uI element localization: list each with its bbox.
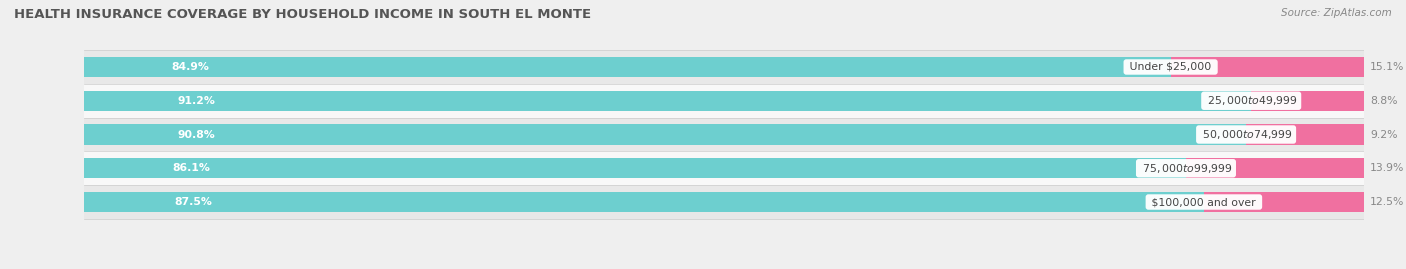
Bar [84,91,1251,111]
Text: 12.5%: 12.5% [1371,197,1405,207]
Bar [84,118,1364,151]
Bar [1187,158,1364,178]
Text: 15.1%: 15.1% [1371,62,1405,72]
Bar [1171,57,1364,77]
Text: $50,000 to $74,999: $50,000 to $74,999 [1199,128,1294,141]
Bar [84,57,1171,77]
Text: 86.1%: 86.1% [173,163,211,173]
Bar [84,50,1364,84]
Text: $75,000 to $99,999: $75,000 to $99,999 [1139,162,1233,175]
Bar [84,151,1364,185]
Bar [1204,192,1364,212]
Text: $100,000 and over: $100,000 and over [1149,197,1260,207]
Text: Under $25,000: Under $25,000 [1126,62,1215,72]
Bar [1246,124,1364,145]
Text: 13.9%: 13.9% [1371,163,1405,173]
Text: 8.8%: 8.8% [1371,96,1398,106]
Bar [84,158,1187,178]
Bar [84,124,1246,145]
Text: 90.8%: 90.8% [177,129,215,140]
Text: 87.5%: 87.5% [174,197,212,207]
Text: 91.2%: 91.2% [177,96,215,106]
Text: 9.2%: 9.2% [1371,129,1398,140]
Text: $25,000 to $49,999: $25,000 to $49,999 [1204,94,1299,107]
Bar [1251,91,1364,111]
Bar [84,185,1364,219]
Text: Source: ZipAtlas.com: Source: ZipAtlas.com [1281,8,1392,18]
Text: HEALTH INSURANCE COVERAGE BY HOUSEHOLD INCOME IN SOUTH EL MONTE: HEALTH INSURANCE COVERAGE BY HOUSEHOLD I… [14,8,591,21]
Bar [84,84,1364,118]
Text: 84.9%: 84.9% [172,62,209,72]
Bar [84,192,1204,212]
